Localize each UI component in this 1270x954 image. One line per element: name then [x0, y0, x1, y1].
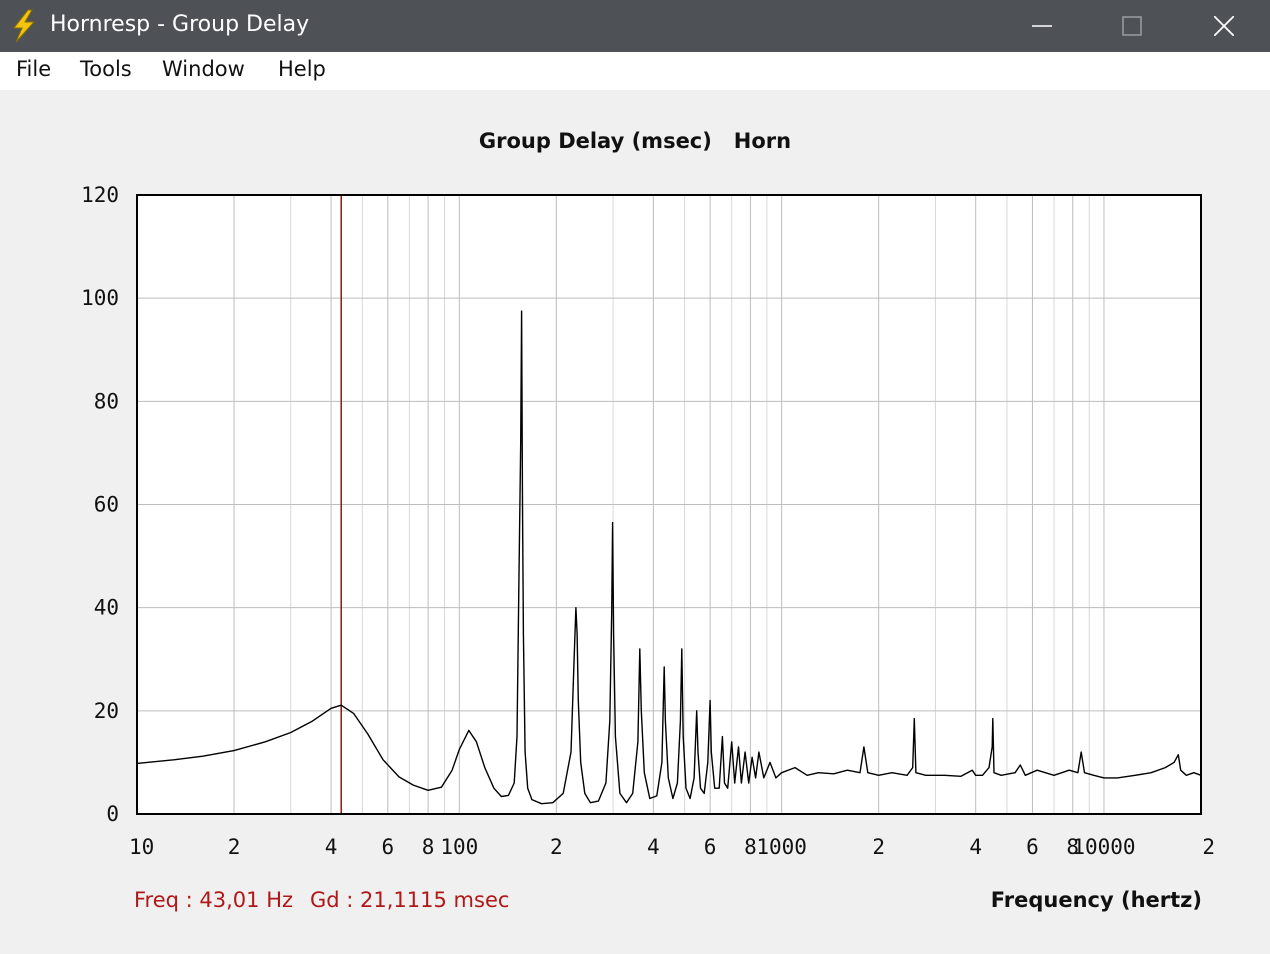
x-tick-label: 2 [550, 835, 563, 859]
y-tick-label: 40 [94, 596, 119, 620]
x-tick-label: 10000 [1072, 835, 1135, 859]
menu-tools[interactable]: Tools [80, 57, 132, 81]
x-tick-label: 1000 [756, 835, 807, 859]
lightning-icon [8, 8, 40, 44]
y-tick-label: 120 [81, 183, 119, 207]
minimize-icon [1032, 25, 1052, 27]
x-axis-label: Frequency (hertz) [990, 888, 1202, 912]
frequency-readout: Freq : 43,01 Hz [134, 888, 294, 912]
group-delay-curve [136, 310, 1202, 805]
y-tick-label: 0 [106, 802, 119, 826]
x-tick-label: 8 [1066, 835, 1079, 859]
x-tick-label: 8 [422, 835, 435, 859]
x-tick-label: 2 [228, 835, 241, 859]
x-tick-label: 4 [647, 835, 660, 859]
plot-frame [136, 194, 1202, 815]
x-tick-label: 4 [325, 835, 338, 859]
window-title: Hornresp - Group Delay [50, 12, 310, 37]
x-tick-label: 8 [744, 835, 757, 859]
x-tick-label: 4 [969, 835, 982, 859]
menu-file[interactable]: File [16, 57, 52, 81]
x-tick-label: 6 [704, 835, 717, 859]
close-button[interactable] [1178, 0, 1270, 52]
y-tick-label: 60 [94, 493, 119, 517]
x-tick-label: 2 [872, 835, 885, 859]
y-tick-label: 80 [94, 389, 119, 413]
maximize-button[interactable] [1086, 0, 1178, 52]
close-icon [1214, 16, 1234, 36]
menu-help[interactable]: Help [278, 57, 326, 81]
menu-bar [0, 52, 1270, 90]
title-bar: Hornresp - Group Delay [0, 0, 1270, 52]
menu-window[interactable]: Window [162, 57, 245, 81]
y-tick-label: 20 [94, 699, 119, 723]
minimize-button[interactable] [996, 0, 1088, 52]
x-tick-label: 2 [1202, 835, 1215, 859]
x-tick-label: 100 [440, 835, 478, 859]
chart-title: Group Delay (msec) Horn [478, 129, 792, 153]
maximize-icon [1122, 16, 1142, 36]
x-tick-label: 6 [381, 835, 394, 859]
x-tick-label: 6 [1026, 835, 1039, 859]
group-delay-readout: Gd : 21,1115 msec [310, 888, 510, 912]
x-tick-label: 10 [129, 835, 154, 859]
y-tick-label: 100 [81, 286, 119, 310]
